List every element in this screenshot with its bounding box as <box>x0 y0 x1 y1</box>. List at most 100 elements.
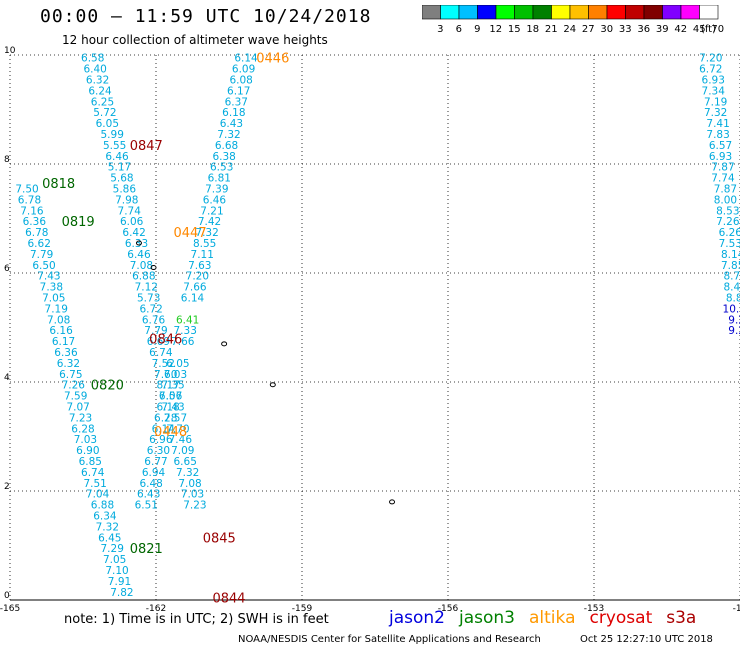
pass-label: 0448 <box>154 425 187 440</box>
swh-value-label: 6.14 <box>234 53 258 65</box>
swh-value-label: 6.14 <box>152 423 176 435</box>
swh-value-label: 6.38 <box>212 151 235 163</box>
swh-value-label: 5.55 <box>103 140 126 152</box>
swh-value-label: 7.08 <box>178 478 201 490</box>
footnote: note: 1) Time is in UTC; 2) SWH is in fe… <box>64 612 329 627</box>
colorbar-tick-label: 21 <box>545 24 558 35</box>
swh-value-label: 6.43 <box>220 118 243 130</box>
swh-value-label: 7.20 <box>186 271 209 283</box>
swh-value-label: 6.85 <box>79 456 102 468</box>
swh-value-label: 6.42 <box>122 227 145 239</box>
colorbar-unit: (ft) <box>701 24 716 35</box>
colorbar-tick-label: 33 <box>619 24 632 35</box>
swh-value-label: 6.78 <box>25 227 48 239</box>
swh-value-label: 5.86 <box>113 184 137 196</box>
pass-label: 0847 <box>130 139 163 154</box>
swh-value-label: 7.32 <box>195 227 218 239</box>
pass-label: 0447 <box>174 226 207 241</box>
swh-value-label: 7.59 <box>64 391 87 403</box>
swh-value-label: 7.43 <box>37 271 60 283</box>
island-outline <box>150 265 157 271</box>
swh-value-label: 7.66 <box>183 282 207 294</box>
swh-value-label: 7.03 <box>74 434 97 446</box>
swh-value-label: 6.05 <box>166 358 189 370</box>
swh-value-label: 7.03 <box>164 369 187 381</box>
swh-value-label: 6.18 <box>156 402 179 414</box>
swh-value-label: 6.45 <box>98 532 121 544</box>
swh-value-label: 6.37 <box>225 96 248 108</box>
swh-value-label: 7.05 <box>103 554 126 566</box>
swh-value-label: 6.46 <box>105 151 129 163</box>
swh-value-label: 7.38 <box>40 282 63 294</box>
swh-value-label: 6.58 <box>81 53 104 65</box>
swh-value-label: 6.77 <box>144 456 167 468</box>
y-tick-label: 10 <box>4 46 16 56</box>
island-outline <box>135 240 142 246</box>
swh-value-label: 8.00 <box>714 194 737 206</box>
swh-value-label: 6.65 <box>174 456 197 468</box>
swh-value-label: 7.07 <box>66 402 89 414</box>
swh-value-label: 7.32 <box>96 521 119 533</box>
swh-value-label: 7.51 <box>83 478 106 490</box>
colorbar-tick-label: 18 <box>526 24 539 35</box>
swh-value-label: 6.24 <box>88 85 112 97</box>
colorbar-tick-label: 70 <box>711 24 724 35</box>
colorbar-tick-label: 15 <box>508 24 521 35</box>
credit-text: NOAA/NESDIS Center for Satellite Applica… <box>238 634 541 645</box>
swh-value-label: 6.94 <box>142 467 166 479</box>
swh-value-label: 6.17 <box>227 85 250 97</box>
swh-value-label: 7.20 <box>699 53 722 65</box>
swh-value-label: 6.78 <box>18 194 41 206</box>
swh-value-label: 6.18 <box>222 107 245 119</box>
swh-value-label: 7.43 <box>161 402 184 414</box>
swh-value-label: 5.72 <box>93 107 116 119</box>
swh-value-label: 6.32 <box>57 358 80 370</box>
swh-value-label: 10.01 <box>723 303 740 315</box>
colorbar-tick-label: 6 <box>456 24 462 35</box>
legend-entry: jason2 <box>389 608 445 628</box>
swh-value-label: 7.39 <box>205 184 228 196</box>
swh-value-label: 6.34 <box>93 511 117 523</box>
swh-value-label: 7.87 <box>711 162 734 174</box>
swh-value-label: 7.70 <box>166 423 189 435</box>
swh-value-label: 7.19 <box>704 96 727 108</box>
pass-label: 0846 <box>149 332 182 347</box>
swh-value-label: 6.36 <box>54 347 78 359</box>
swh-value-label: 7.50 <box>15 184 38 196</box>
swh-value-label: 6.46 <box>127 249 151 261</box>
colorbar-tick-label: 42 <box>674 24 687 35</box>
swh-value-label: 7.41 <box>706 118 729 130</box>
swh-value-label: 8.17 <box>156 380 179 392</box>
swh-value-label: 6.17 <box>52 336 75 348</box>
swh-value-label: 6.30 <box>147 445 170 457</box>
y-tick-label: 4 <box>4 373 10 383</box>
swh-value-label: 6.93 <box>709 151 732 163</box>
y-tick-label: 2 <box>4 482 10 492</box>
swh-value-label: 6.48 <box>139 478 162 490</box>
swh-value-label: 8.14 <box>721 249 740 261</box>
legend-entry: s3a <box>666 608 697 628</box>
swh-value-label: 6.08 <box>229 75 252 87</box>
swh-value-label: 7.32 <box>176 467 199 479</box>
colorbar-tick-label: 12 <box>489 24 502 35</box>
swh-value-label: 6.88 <box>132 271 155 283</box>
swh-value-label: 6.57 <box>159 391 182 403</box>
swh-value-label: 7.74 <box>711 173 735 185</box>
y-tick-label: 6 <box>4 264 10 274</box>
swh-value-label: 7.12 <box>135 282 158 294</box>
swh-value-label: 6.81 <box>208 173 231 185</box>
swh-value-label: 7.08 <box>47 314 70 326</box>
swh-value-label: 7.35 <box>161 380 184 392</box>
swh-value-label: 8.53 <box>716 205 739 217</box>
swh-value-label: 7.05 <box>42 293 65 305</box>
pass-label: 0446 <box>256 52 289 67</box>
swh-value-label: 6.41 <box>176 314 199 326</box>
swh-value-label: 7.79 <box>30 249 53 261</box>
swh-value-label: 7.23 <box>69 412 92 424</box>
swh-value-label: 7.66 <box>171 336 195 348</box>
swh-value-label: 7.63 <box>188 260 211 272</box>
swh-value-label: 7.29 <box>101 543 124 555</box>
swh-value-label: 7.85 <box>721 260 740 272</box>
legend-entry: altika <box>529 608 576 628</box>
swh-value-label: 7.46 <box>169 434 193 446</box>
